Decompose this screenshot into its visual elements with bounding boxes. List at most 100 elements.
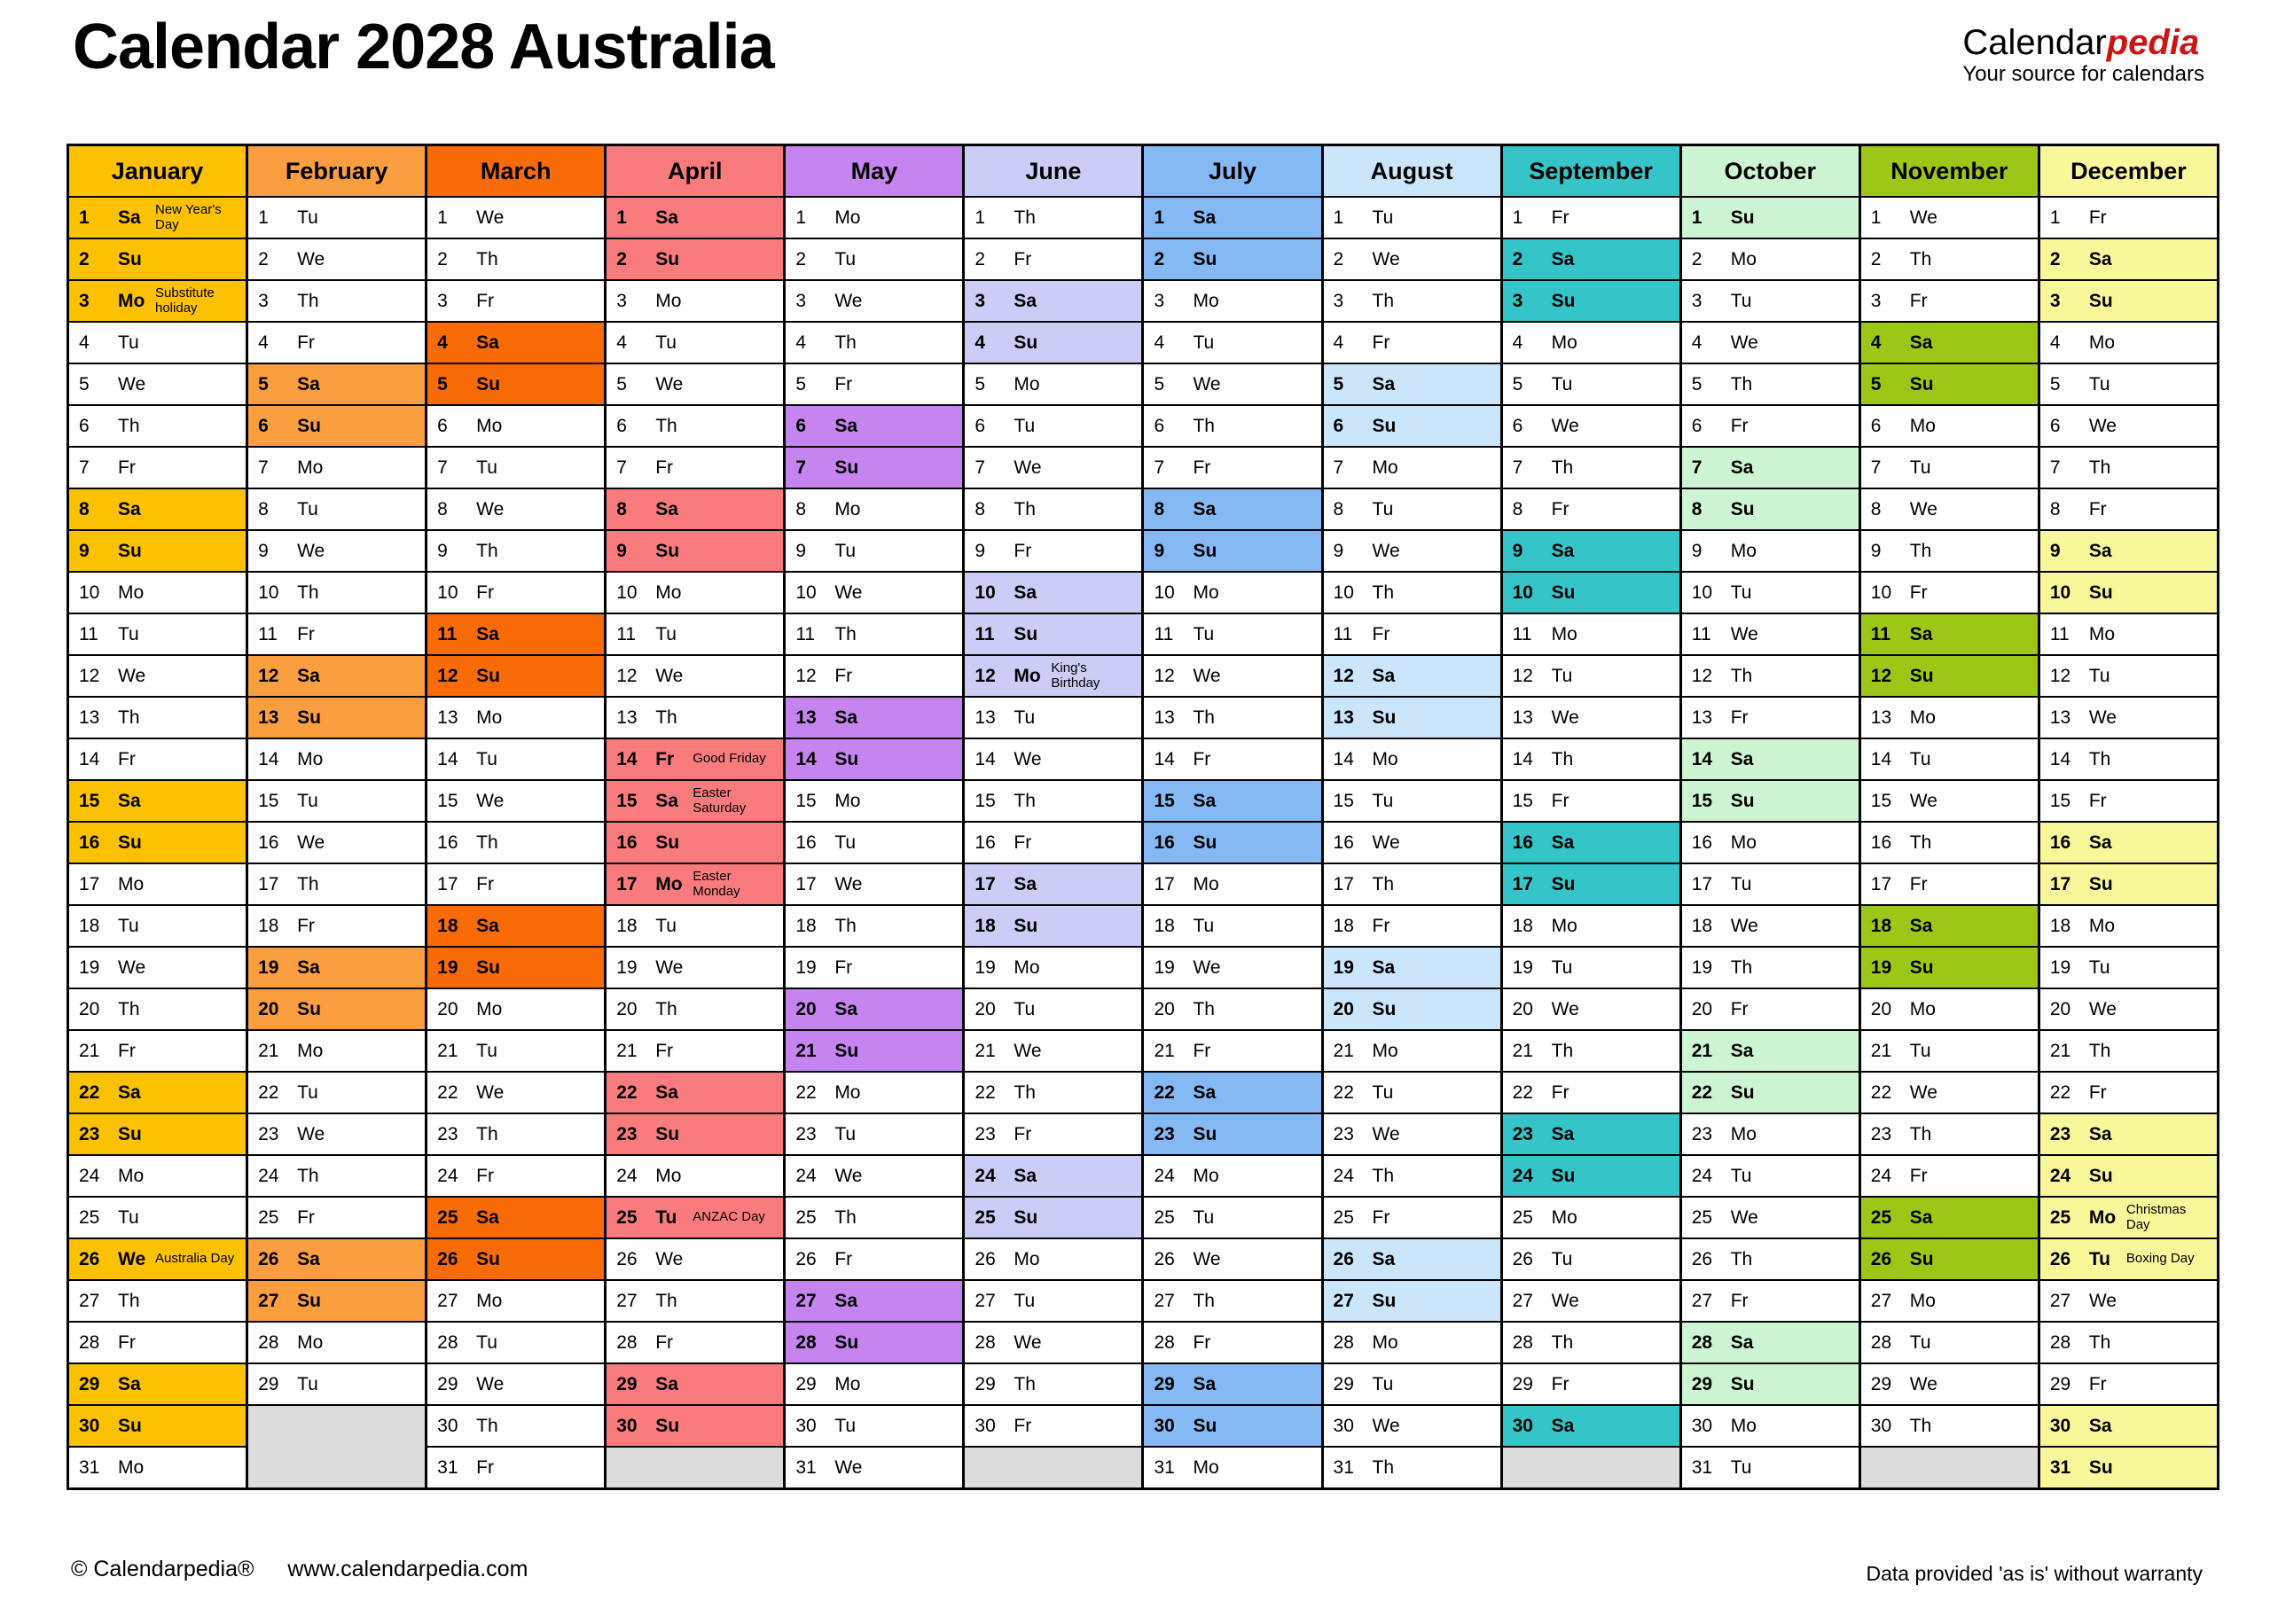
day-number: 5 [1870, 373, 1882, 394]
day-cell-october-20: 20 Fr [1679, 988, 1861, 1031]
weekday-label: Tu [118, 1206, 139, 1228]
day-number: 30 [1333, 1415, 1354, 1436]
weekday-label: Mo [834, 1373, 861, 1394]
footer-website-link[interactable]: www.calendarpedia.com [287, 1557, 528, 1581]
day-number: 7 [79, 457, 90, 478]
day-cell-april-7: 7 Fr [604, 446, 787, 489]
weekday-label: Sa [476, 623, 499, 644]
day-number: 21 [1691, 1040, 1713, 1061]
day-number: 29 [616, 1373, 638, 1394]
weekday-label: Th [1014, 1373, 1036, 1394]
day-number: 16 [79, 832, 100, 853]
day-cell-april-12: 12 We [604, 654, 787, 698]
day-number: 6 [2049, 415, 2061, 436]
weekday-label: Su [1014, 1206, 1038, 1228]
day-number: 8 [616, 498, 627, 519]
day-cell-october-2: 2 Mo [1679, 238, 1861, 281]
weekday-label: Th [1730, 665, 1753, 686]
weekday-label: Fr [476, 873, 494, 894]
weekday-label: Su [1909, 665, 1934, 686]
day-number: 1 [795, 207, 806, 228]
weekday-label: Mo [1730, 1123, 1757, 1144]
logo-calendar-text: Calendar [1962, 23, 2107, 62]
day-number: 18 [1870, 915, 1892, 936]
day-cell-september-20: 20 We [1499, 988, 1682, 1031]
day-number: 18 [616, 915, 638, 936]
day-number: 1 [79, 207, 90, 228]
day-cell-june-3: 3 Sa [962, 279, 1145, 323]
weekday-label: Mo [834, 790, 861, 811]
day-cell-may-13: 13 Sa [783, 696, 966, 739]
day-cell-december-9: 9 Sa [2037, 529, 2220, 573]
weekday-label: We [1909, 790, 1937, 811]
day-number: 16 [1512, 832, 1533, 853]
day-cell-february-9: 9 We [246, 529, 428, 573]
day-cell-october-17: 17 Tu [1679, 863, 1861, 906]
day-number: 21 [258, 1040, 279, 1061]
weekday-label: Su [834, 1040, 859, 1061]
day-number: 18 [258, 915, 279, 936]
weekday-label: Th [2088, 1040, 2111, 1061]
day-number: 12 [975, 665, 996, 686]
day-number: 15 [437, 790, 458, 811]
weekday-label: Su [1372, 415, 1397, 436]
day-number: 7 [1512, 457, 1523, 478]
day-cell-january-6: 6 Th [66, 404, 249, 448]
empty-cell-june [962, 1446, 1145, 1490]
weekday-label: Th [1014, 790, 1036, 811]
weekday-label: Mo [1193, 1165, 1219, 1186]
weekday-label: Su [1551, 1165, 1576, 1186]
day-number: 15 [79, 790, 100, 811]
day-number: 18 [2049, 915, 2071, 936]
weekday-label: Su [1014, 332, 1038, 353]
day-cell-october-19: 19 Th [1679, 946, 1861, 989]
day-number: 23 [616, 1123, 638, 1144]
weekday-label: Mo [2088, 915, 2116, 936]
day-number: 16 [1154, 832, 1175, 853]
weekday-label: Sa [297, 665, 320, 686]
day-cell-july-28: 28 Fr [1141, 1321, 1324, 1364]
weekday-label: Tu [476, 1040, 497, 1061]
day-cell-march-27: 27 Mo [425, 1279, 607, 1323]
day-number: 21 [616, 1040, 638, 1061]
day-number: 24 [975, 1165, 996, 1186]
weekday-label: Mo [297, 748, 324, 769]
weekday-label: Tu [1551, 665, 1573, 686]
weekday-label: We [834, 582, 863, 603]
weekday-label: Sa [834, 415, 857, 436]
day-cell-august-4: 4 Fr [1320, 321, 1503, 364]
day-cell-june-2: 2 Fr [962, 238, 1145, 281]
day-number: 22 [437, 1081, 458, 1103]
weekday-label: Sa [655, 790, 678, 811]
day-cell-november-6: 6 Mo [1858, 404, 2040, 448]
day-number: 5 [79, 373, 90, 394]
day-cell-march-20: 20 Mo [425, 988, 607, 1031]
weekday-label: We [476, 790, 505, 811]
weekday-label: Fr [1909, 873, 1928, 894]
day-cell-february-6: 6 Su [246, 404, 428, 448]
day-number: 14 [437, 748, 458, 769]
day-number: 11 [258, 623, 278, 644]
day-cell-may-4: 4 Th [783, 321, 966, 364]
day-number: 4 [616, 332, 627, 353]
day-number: 5 [1154, 373, 1165, 394]
day-number: 1 [1154, 207, 1165, 228]
day-cell-september-21: 21 Th [1499, 1029, 1682, 1073]
month-header-august: August [1320, 144, 1503, 198]
day-number: 14 [79, 748, 100, 769]
day-number: 26 [975, 1248, 996, 1269]
weekday-label: Mo [655, 873, 683, 894]
day-number: 8 [1691, 498, 1702, 519]
weekday-label: Tu [1372, 790, 1394, 811]
day-number: 10 [2049, 582, 2071, 603]
holiday-label: Christmas Day [2125, 1201, 2187, 1232]
day-cell-september-1: 1 Fr [1499, 196, 1682, 239]
day-number: 20 [616, 998, 638, 1019]
weekday-label: Fr [834, 665, 853, 686]
day-cell-march-30: 30 Th [425, 1404, 607, 1448]
day-number: 17 [258, 873, 279, 894]
weekday-label: Su [1193, 248, 1217, 269]
weekday-label: Mo [1372, 457, 1398, 478]
day-cell-july-14: 14 Fr [1141, 738, 1324, 781]
day-cell-september-11: 11 Mo [1499, 613, 1682, 656]
